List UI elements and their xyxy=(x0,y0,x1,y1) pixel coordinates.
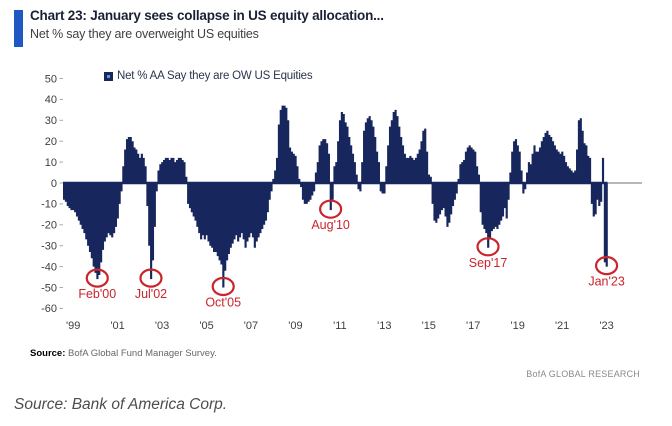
svg-text:'17: '17 xyxy=(466,320,480,332)
y-axis-ticks: 50 40 30 20 10 0 -10 -20 -30 -40 -50 -60 xyxy=(41,73,63,315)
title-accent-bar xyxy=(14,10,23,47)
svg-text:'03: '03 xyxy=(155,320,169,332)
svg-text:'15: '15 xyxy=(422,320,436,332)
page-caption: Source: Bank of America Corp. xyxy=(14,396,228,413)
svg-text:'01: '01 xyxy=(110,320,124,332)
source-note: Source: BofA Global Fund Manager Survey. xyxy=(30,348,217,359)
annotations: Feb'00 Jul'02 Oct'05 Aug'10 Sep'17 Jan'23 xyxy=(78,199,625,310)
svg-text:-60: -60 xyxy=(41,303,57,315)
chart-subtitle: Net % say they are overweight US equitie… xyxy=(30,27,259,41)
source-label: Source: xyxy=(30,348,66,359)
legend-label: Net % AA Say they are OW US Equities xyxy=(117,70,313,82)
svg-text:Jan'23: Jan'23 xyxy=(588,275,624,289)
legend: Net % AA Say they are OW US Equities xyxy=(104,70,313,82)
svg-text:Aug'10: Aug'10 xyxy=(311,218,350,232)
bar-series xyxy=(63,105,608,288)
svg-text:'11: '11 xyxy=(333,320,347,332)
svg-text:'09: '09 xyxy=(288,320,302,332)
svg-text:-40: -40 xyxy=(41,261,57,273)
svg-text:40: 40 xyxy=(45,94,57,106)
chart-title: Chart 23: January sees collapse in US eq… xyxy=(30,8,384,23)
svg-text:Sep'17: Sep'17 xyxy=(469,256,508,270)
svg-text:'19: '19 xyxy=(511,320,525,332)
svg-text:'99: '99 xyxy=(66,320,80,332)
brand-text: BofA GLOBAL RESEARCH xyxy=(526,369,640,379)
svg-text:-10: -10 xyxy=(41,199,57,211)
legend-marker-icon xyxy=(104,71,113,81)
svg-text:'13: '13 xyxy=(377,320,391,332)
svg-text:'05: '05 xyxy=(199,320,213,332)
svg-text:-50: -50 xyxy=(41,282,57,294)
svg-text:-20: -20 xyxy=(41,220,57,232)
source-text: BofA Global Fund Manager Survey. xyxy=(65,348,217,359)
svg-text:'21: '21 xyxy=(555,320,569,332)
svg-text:Oct'05: Oct'05 xyxy=(205,296,241,310)
svg-text:'07: '07 xyxy=(244,320,258,332)
svg-text:30: 30 xyxy=(45,115,57,127)
x-axis-labels: '99 '01 '03 '05 '07 '09 '11 '13 '15 '17 '19 '21 '23 xyxy=(66,320,614,332)
svg-text:Jul'02: Jul'02 xyxy=(135,287,167,301)
svg-text:20: 20 xyxy=(45,136,57,148)
svg-text:10: 10 xyxy=(45,157,57,169)
svg-text:0: 0 xyxy=(51,178,57,190)
svg-text:50: 50 xyxy=(45,73,57,85)
svg-text:-30: -30 xyxy=(41,241,57,253)
svg-text:Feb'00: Feb'00 xyxy=(78,287,116,301)
svg-text:'23: '23 xyxy=(599,320,613,332)
